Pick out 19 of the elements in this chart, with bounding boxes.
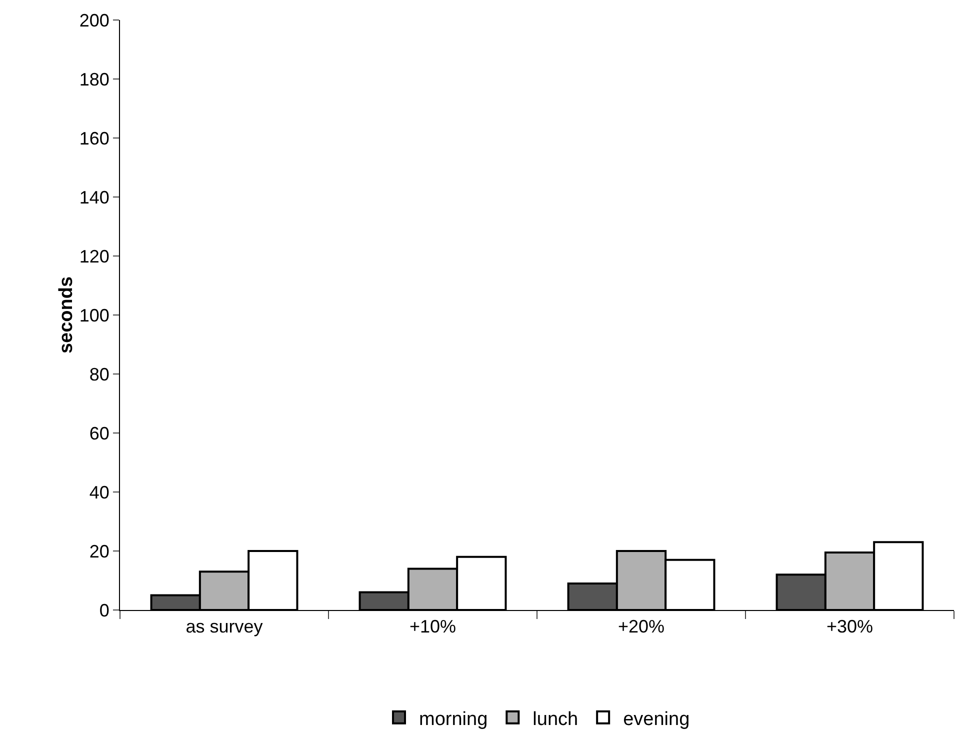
y-tick-label: 140 (79, 187, 110, 208)
y-tick-label: 20 (89, 541, 110, 562)
x-tick-label: +20% (618, 616, 665, 637)
y-tick-label: 40 (89, 482, 110, 502)
y-tick-label: 180 (79, 69, 110, 90)
y-tick-label: 60 (89, 423, 110, 444)
x-tick-label: +10% (409, 616, 456, 637)
y-tick-label: 200 (79, 10, 110, 30)
legend-label: evening (623, 708, 690, 730)
y-tick-label: 0 (99, 600, 110, 620)
y-tick-label: 100 (79, 305, 110, 326)
x-tick-label: +30% (826, 616, 874, 637)
y-tick-label: 160 (79, 128, 110, 148)
legend-label: morning (419, 708, 488, 730)
y-tick-label: 120 (79, 246, 110, 266)
y-tick-label: 80 (89, 364, 110, 384)
x-tick-label: as survey (186, 616, 263, 637)
y-axis-title: seconds (56, 276, 77, 354)
legend-label: lunch (532, 708, 578, 730)
